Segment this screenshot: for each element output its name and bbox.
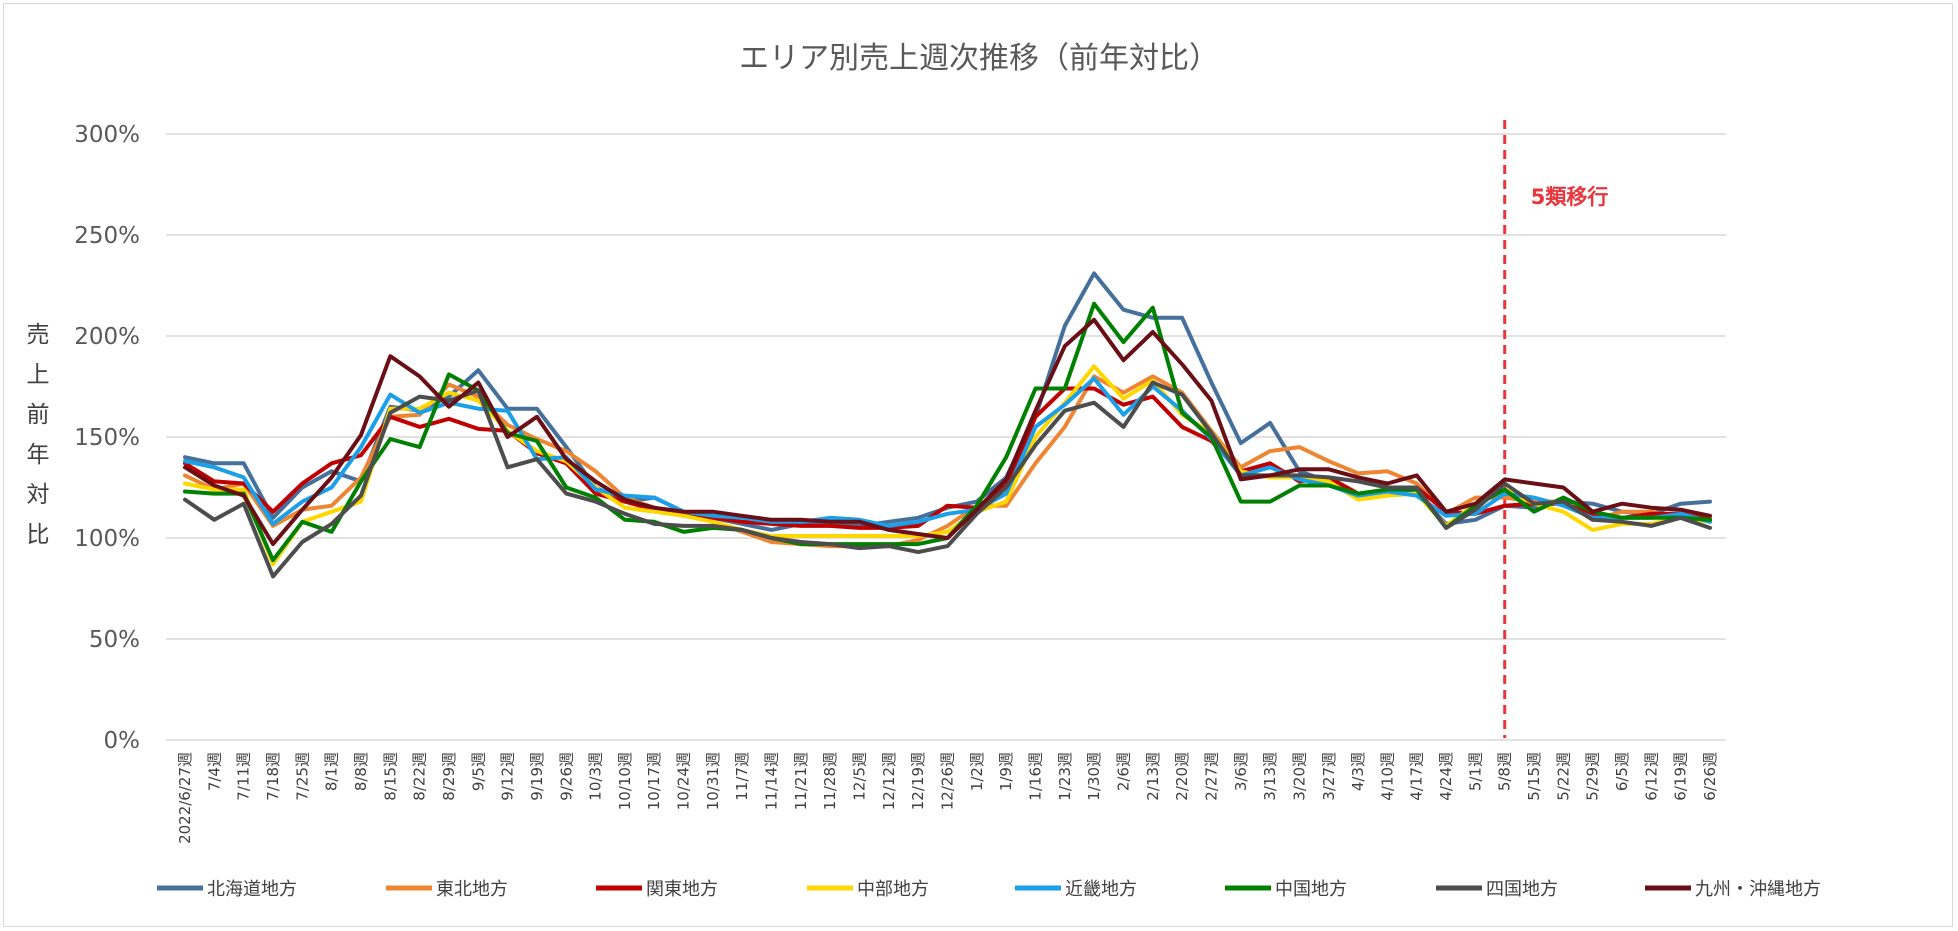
x-tick-label: 1/9週 <box>997 752 1015 791</box>
series-line-6 <box>183 301 1712 563</box>
x-tick-label: 6/12週 <box>1642 752 1660 801</box>
legend-label: 四国地方 <box>1486 879 1558 900</box>
x-tick-label: 1/23週 <box>1056 752 1074 801</box>
x-tick-label: 5/1週 <box>1466 752 1484 791</box>
x-tick-label: 11/21週 <box>792 752 810 810</box>
x-tick-label: 1/30週 <box>1085 752 1103 801</box>
x-tick-label: 9/5週 <box>469 752 487 791</box>
x-tick-label: 12/19週 <box>909 752 927 810</box>
series-lines <box>183 271 1712 579</box>
x-tick-label: 3/20週 <box>1290 752 1308 801</box>
x-tick-label: 7/11週 <box>235 752 253 801</box>
x-tick-label: 2022/6/27週 <box>176 752 194 844</box>
y-tick-label: 250% <box>74 223 140 249</box>
gridlines <box>166 133 1726 741</box>
legend: 北海道地方 東北地方 関東地方 中部地方 近畿地方 中国地方 四国地方 九州・沖縄地方 <box>157 879 1821 900</box>
legend-label: 九州・沖縄地方 <box>1695 879 1821 900</box>
x-tick-label: 8/29週 <box>440 752 458 801</box>
x-tick-label: 7/18週 <box>264 752 282 801</box>
chart-title: エリア別売上週次推移（前年対比） <box>739 41 1219 76</box>
line-chart: エリア別売上週次推移（前年対比） 0% 50% 100% 150% 200% 250% 30… <box>27 41 1822 900</box>
x-tick-label: 4/24週 <box>1437 752 1455 801</box>
x-tick-label: 4/10週 <box>1378 752 1396 801</box>
y-tick-label: 300% <box>74 122 140 148</box>
y-axis-label-char: 対 <box>27 482 50 508</box>
x-tick-label: 7/25週 <box>293 752 311 801</box>
x-tick-label: 10/31週 <box>704 752 722 810</box>
x-axis-ticks: 2022/6/27週 7/4週 7/11週 7/18週 7/25週 8/1週 8/8週 8/1… <box>176 752 1719 844</box>
y-tick-label: 200% <box>74 324 140 350</box>
y-axis-label-char: 売 <box>27 322 50 348</box>
legend-label: 近畿地方 <box>1065 879 1137 900</box>
x-tick-label: 1/16週 <box>1026 752 1044 801</box>
x-tick-label: 6/5週 <box>1613 752 1631 791</box>
y-tick-label: 150% <box>74 425 140 451</box>
x-tick-label: 9/12週 <box>499 752 517 801</box>
x-tick-label: 4/17週 <box>1408 752 1426 801</box>
x-tick-label: 12/12週 <box>880 752 898 810</box>
x-tick-label: 11/14週 <box>763 752 781 810</box>
x-tick-label: 10/10週 <box>616 752 634 810</box>
x-tick-label: 2/13週 <box>1144 752 1162 801</box>
series-line-4 <box>183 364 1712 567</box>
x-tick-label: 2/27週 <box>1202 752 1220 801</box>
x-tick-label: 10/24週 <box>675 752 693 810</box>
x-tick-label: 3/13週 <box>1261 752 1279 801</box>
y-axis-label-char: 比 <box>27 522 50 548</box>
legend-label: 関東地方 <box>646 879 718 900</box>
x-tick-label: 7/4週 <box>205 752 223 791</box>
y-axis-label-char: 前 <box>27 402 50 428</box>
y-axis-label-char: 年 <box>27 442 50 468</box>
legend-label: 北海道地方 <box>207 879 297 900</box>
x-tick-label: 11/7週 <box>733 752 751 801</box>
legend-label: 東北地方 <box>436 879 508 900</box>
y-tick-label: 100% <box>74 526 140 552</box>
x-tick-label: 5/22週 <box>1554 752 1572 801</box>
x-tick-label: 12/26週 <box>939 752 957 810</box>
x-tick-label: 9/19週 <box>528 752 546 801</box>
x-tick-label: 8/22週 <box>411 752 429 801</box>
x-tick-label: 11/28週 <box>821 752 839 810</box>
x-tick-label: 3/27週 <box>1320 752 1338 801</box>
x-tick-label: 5/15週 <box>1525 752 1543 801</box>
annotation: 5類移行 <box>1503 120 1609 738</box>
x-tick-label: 5/8週 <box>1496 752 1514 791</box>
x-tick-label: 3/6週 <box>1232 752 1250 791</box>
x-tick-label: 5/29週 <box>1584 752 1602 801</box>
x-tick-label: 6/19週 <box>1672 752 1690 801</box>
x-tick-label: 10/17週 <box>645 752 663 810</box>
legend-label: 中部地方 <box>857 879 929 900</box>
y-tick-label: 0% <box>104 728 141 754</box>
x-tick-label: 9/26週 <box>557 752 575 801</box>
x-tick-label: 10/3週 <box>587 752 605 801</box>
y-axis-ticks: 0% 50% 100% 150% 200% 250% 300% <box>74 122 140 754</box>
x-tick-label: 6/26週 <box>1701 752 1719 801</box>
x-tick-label: 8/8週 <box>352 752 370 791</box>
y-axis-label-char: 上 <box>27 362 50 388</box>
x-tick-label: 2/6週 <box>1114 752 1132 791</box>
annotation-label: 5類移行 <box>1531 185 1609 209</box>
series-line-5 <box>183 376 1712 528</box>
series-line-3 <box>183 386 1712 530</box>
x-tick-label: 4/3週 <box>1349 752 1367 791</box>
x-tick-label: 8/15週 <box>381 752 399 801</box>
x-tick-label: 2/20週 <box>1173 752 1191 801</box>
x-tick-label: 1/2週 <box>968 752 986 791</box>
chart-frame: エリア別売上週次推移（前年対比） 0% 50% 100% 150% 200% 250% 30… <box>3 3 1953 927</box>
legend-label: 中国地方 <box>1275 879 1347 900</box>
x-tick-label: 12/5週 <box>851 752 869 801</box>
y-tick-label: 50% <box>89 627 140 653</box>
series-line-8 <box>183 317 1712 547</box>
x-tick-label: 8/1週 <box>323 752 341 791</box>
